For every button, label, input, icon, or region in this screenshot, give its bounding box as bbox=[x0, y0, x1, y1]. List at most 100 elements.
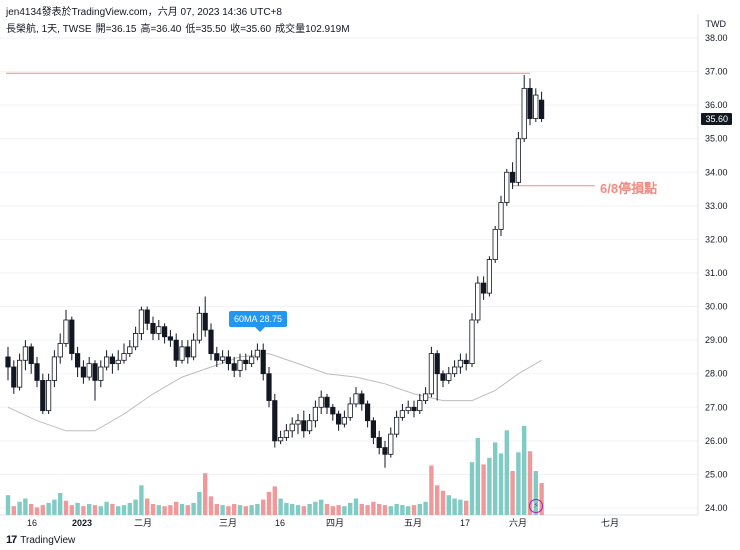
candle-body bbox=[63, 319, 69, 344]
volume-bar bbox=[423, 501, 428, 515]
volume-bar bbox=[284, 502, 289, 515]
candle-body bbox=[98, 366, 104, 381]
candle-body bbox=[75, 353, 81, 368]
volume-bar bbox=[23, 498, 28, 515]
lightning-icon[interactable]: ⚡ bbox=[529, 499, 543, 513]
candle-body bbox=[411, 406, 417, 412]
volume-bar bbox=[359, 504, 364, 515]
price-tick: 27.00 bbox=[705, 402, 728, 412]
volume-bar bbox=[127, 502, 132, 515]
volume-bar bbox=[400, 505, 405, 515]
candle-body bbox=[335, 413, 342, 425]
stop-loss-label[interactable]: 6/8停損點 bbox=[600, 181, 658, 196]
candle-body bbox=[243, 359, 249, 365]
volume-bar bbox=[319, 499, 324, 515]
tradingview-logo: 17 bbox=[6, 534, 17, 546]
time-tick: 16 bbox=[27, 518, 37, 528]
volume-bar bbox=[353, 498, 359, 515]
candle-body bbox=[260, 349, 266, 375]
volume-bar bbox=[504, 430, 509, 515]
volume-bar bbox=[203, 473, 208, 515]
volume-bar bbox=[527, 451, 533, 515]
candle-body bbox=[318, 396, 324, 408]
volume-bar bbox=[272, 486, 277, 515]
brand[interactable]: 17 TradingView bbox=[6, 534, 75, 546]
volume-bar bbox=[516, 452, 521, 515]
volume-bar bbox=[17, 501, 22, 515]
candle-body bbox=[457, 359, 464, 368]
candle-body bbox=[127, 346, 133, 354]
price-tick: 26.00 bbox=[705, 436, 728, 446]
volume-bar bbox=[214, 504, 219, 515]
candle-body bbox=[347, 403, 353, 418]
candle-body bbox=[86, 363, 92, 378]
volume-bar bbox=[121, 505, 127, 515]
ma-badge[interactable]: 60MA 28.75 bbox=[229, 311, 288, 332]
volume-bar bbox=[464, 500, 469, 515]
low-value: 低=35.50 bbox=[185, 24, 227, 35]
volume-bar bbox=[429, 465, 434, 515]
candle-body bbox=[446, 373, 452, 381]
candle-body bbox=[533, 94, 539, 119]
candle-body bbox=[179, 346, 185, 361]
volume-bar bbox=[11, 506, 16, 515]
horizontal-lines[interactable] bbox=[6, 72, 595, 187]
candle-body bbox=[527, 87, 533, 119]
volume-bar bbox=[348, 502, 353, 515]
candle-body bbox=[324, 396, 330, 408]
candle-body bbox=[341, 416, 348, 425]
volume-bar bbox=[139, 485, 144, 515]
volume-bar bbox=[406, 506, 411, 515]
close-value: 收=35.60 bbox=[230, 24, 272, 35]
symbol-name[interactable]: 長榮航 bbox=[6, 24, 36, 35]
candle-body bbox=[306, 420, 313, 432]
volume-bar bbox=[185, 505, 190, 515]
candle-body bbox=[301, 420, 307, 432]
candle-body bbox=[51, 356, 58, 381]
price-tick: 37.00 bbox=[705, 67, 728, 77]
author-line: jen4134發表於TradingView.com，六月 07, 2023 14… bbox=[6, 7, 282, 18]
volume-bar bbox=[52, 499, 57, 515]
volume-bar bbox=[69, 505, 74, 515]
volume-bar bbox=[116, 506, 121, 515]
volume-bar bbox=[324, 504, 330, 515]
candle-body bbox=[417, 400, 423, 412]
volume-value: 成交量102.919M bbox=[275, 24, 350, 35]
time-tick: 七月 bbox=[601, 518, 619, 528]
candle-body bbox=[312, 406, 319, 422]
volume-bar bbox=[249, 505, 254, 515]
volume-bars bbox=[5, 425, 544, 515]
volume-bar bbox=[266, 491, 272, 515]
candle-body bbox=[69, 319, 75, 354]
candle-body bbox=[353, 393, 359, 405]
interval: 1天 bbox=[41, 24, 58, 35]
candle-body bbox=[185, 346, 191, 358]
candle-body bbox=[196, 312, 202, 341]
volume-bar bbox=[261, 499, 266, 515]
last-price-label: 35.60 bbox=[701, 113, 732, 125]
time-tick: 三月 bbox=[219, 518, 237, 528]
candle-body bbox=[382, 447, 388, 455]
volume-bar bbox=[98, 506, 103, 515]
volume-bar bbox=[208, 496, 214, 515]
candle-body bbox=[40, 380, 46, 412]
price-tick: 34.00 bbox=[705, 167, 728, 177]
candle-body bbox=[254, 349, 260, 358]
candle-body bbox=[492, 228, 498, 260]
volume-bar bbox=[150, 504, 156, 515]
volume-bar bbox=[394, 504, 399, 515]
volume-bar bbox=[452, 498, 457, 515]
time-axis[interactable]: 16 2023 二月 三月 16 四月 五月 17 六月 七月 bbox=[27, 517, 619, 528]
volume-bar bbox=[104, 501, 109, 515]
price-axis[interactable]: 38.00 37.00 36.00 35.00 34.00 33.00 32.00 31.00… bbox=[705, 33, 728, 513]
candle-body bbox=[161, 326, 168, 338]
volume-bar bbox=[435, 485, 440, 515]
volume-bar bbox=[220, 505, 225, 515]
grid bbox=[0, 37, 698, 509]
volume-bar bbox=[191, 502, 196, 515]
open-value: 開=36.15 bbox=[95, 24, 137, 35]
volume-bar bbox=[382, 505, 388, 515]
candle-body bbox=[132, 333, 139, 348]
candle-body bbox=[28, 346, 34, 365]
